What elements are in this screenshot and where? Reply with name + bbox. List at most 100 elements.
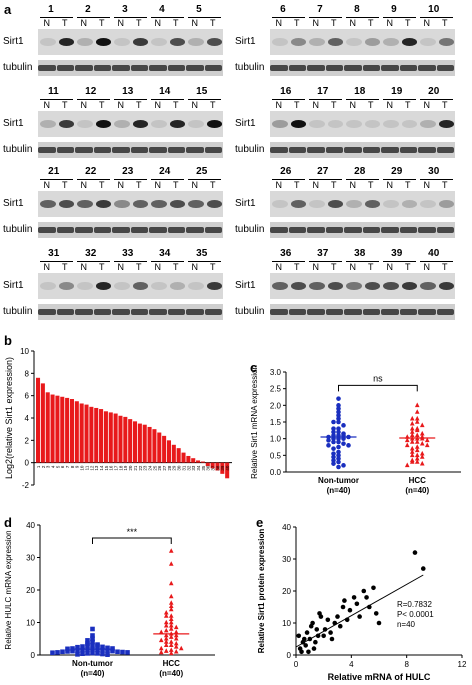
- data-point: [336, 416, 341, 421]
- data-point: [173, 629, 179, 635]
- data-point: [168, 642, 174, 648]
- sample-underline: [309, 261, 342, 262]
- tubulin-band: [75, 65, 93, 71]
- data-point: [414, 427, 420, 433]
- lane-label-tumor: T: [173, 18, 179, 28]
- tubulin-blot-strip: [38, 222, 223, 238]
- sample-underline: [151, 99, 184, 100]
- stat-annotation: P< 0.0001: [397, 610, 434, 619]
- data-point: [354, 601, 360, 607]
- sample-underline: [114, 99, 147, 100]
- group-label: Non-tumor: [72, 659, 113, 668]
- sample-underline: [77, 261, 110, 262]
- data-point: [376, 620, 382, 626]
- bar: [191, 458, 196, 463]
- sample-underline: [114, 179, 147, 180]
- tubulin-band: [167, 147, 185, 153]
- panel-e-label: e: [256, 515, 264, 530]
- data-point: [351, 595, 357, 600]
- tubulin-blot-strip: [270, 222, 455, 238]
- scatter-sirt1-mrna: 0.00.51.01.52.02.53.0Non-tumor(n=40)HCC(…: [250, 365, 461, 495]
- lane-label-tumor: T: [405, 262, 411, 272]
- sirt1-band: [132, 200, 148, 208]
- data-point: [331, 451, 336, 456]
- data-point: [306, 649, 311, 655]
- data-point: [95, 643, 100, 649]
- lane-label-normal: N: [191, 18, 199, 28]
- lane-label-tumor: T: [294, 180, 300, 190]
- bar: [99, 409, 104, 463]
- sample-number-row: 21 22 23 24 25: [38, 166, 223, 180]
- data-point: [331, 446, 336, 451]
- data-point: [337, 623, 343, 629]
- data-point: [420, 566, 426, 571]
- tubulin-band: [270, 65, 288, 71]
- lane-label-tumor: T: [99, 262, 105, 272]
- data-point: [100, 647, 105, 653]
- bar: [55, 395, 60, 463]
- tubulin-band: [93, 309, 111, 315]
- sample-number-row: 26 27 28 29 30: [270, 166, 455, 180]
- sample-underline: [309, 179, 342, 180]
- sirt1-blot-strip: [270, 273, 455, 299]
- sirt1-band: [290, 120, 306, 128]
- data-point: [163, 639, 169, 644]
- sample-number: 29: [391, 166, 403, 177]
- data-point: [173, 640, 179, 646]
- sirt1-blot-strip: [270, 111, 455, 137]
- data-point: [168, 622, 174, 628]
- tubulin-band: [38, 65, 56, 71]
- data-point: [336, 403, 341, 408]
- sample-underline: [346, 179, 379, 180]
- lane-label-normal: N: [423, 180, 431, 190]
- data-point: [168, 548, 174, 553]
- data-point: [336, 459, 341, 465]
- sample-number-row: 36 37 38 39 40: [270, 248, 455, 262]
- data-point: [409, 425, 415, 431]
- sample-number: 1: [48, 4, 54, 15]
- lane-label-normal: N: [117, 262, 125, 272]
- sirt1-band: [346, 200, 362, 208]
- data-point: [336, 419, 341, 425]
- lane-label-normal: N: [117, 18, 125, 28]
- sirt1-band: [272, 200, 288, 208]
- data-point: [95, 651, 100, 656]
- sample-underline: [420, 261, 453, 262]
- tubulin-band: [38, 147, 56, 153]
- data-point: [80, 644, 85, 649]
- lane-label-tumor: T: [136, 100, 142, 110]
- lane-label-normal: N: [312, 180, 320, 190]
- tubulin-band: [399, 227, 417, 233]
- data-point: [85, 651, 90, 656]
- lane-label-tumor: T: [136, 262, 142, 272]
- bar: [225, 462, 230, 479]
- data-point: [419, 430, 425, 436]
- bar: [40, 383, 45, 463]
- row-label-sirt1: Sirt1: [235, 118, 256, 129]
- data-point: [100, 651, 105, 657]
- tubulin-band: [418, 227, 436, 233]
- sirt1-band: [206, 120, 222, 128]
- data-point: [336, 413, 341, 418]
- sirt1-band: [58, 200, 74, 208]
- data-point: [90, 633, 95, 638]
- sample-underline: [40, 17, 73, 18]
- lane-label-tumor: T: [368, 262, 374, 272]
- lane-label-tumor: T: [62, 100, 68, 110]
- sample-number: 38: [354, 248, 366, 259]
- group-label: HCC: [409, 476, 427, 485]
- data-point: [85, 642, 90, 648]
- y-axis-label: Relative Sirt1 protein expression: [257, 529, 266, 654]
- data-point: [322, 627, 328, 632]
- bar: [142, 424, 147, 463]
- x-tick-label: 38: [215, 465, 220, 471]
- data-point: [75, 644, 80, 650]
- sample-number: 24: [159, 166, 171, 177]
- tubulin-blot-strip: [38, 60, 223, 76]
- tubulin-band: [381, 309, 399, 315]
- sample-number: 10: [428, 4, 440, 15]
- data-point: [120, 649, 125, 655]
- sirt1-band: [272, 282, 288, 290]
- tubulin-band: [418, 147, 436, 153]
- sirt1-band: [40, 120, 56, 128]
